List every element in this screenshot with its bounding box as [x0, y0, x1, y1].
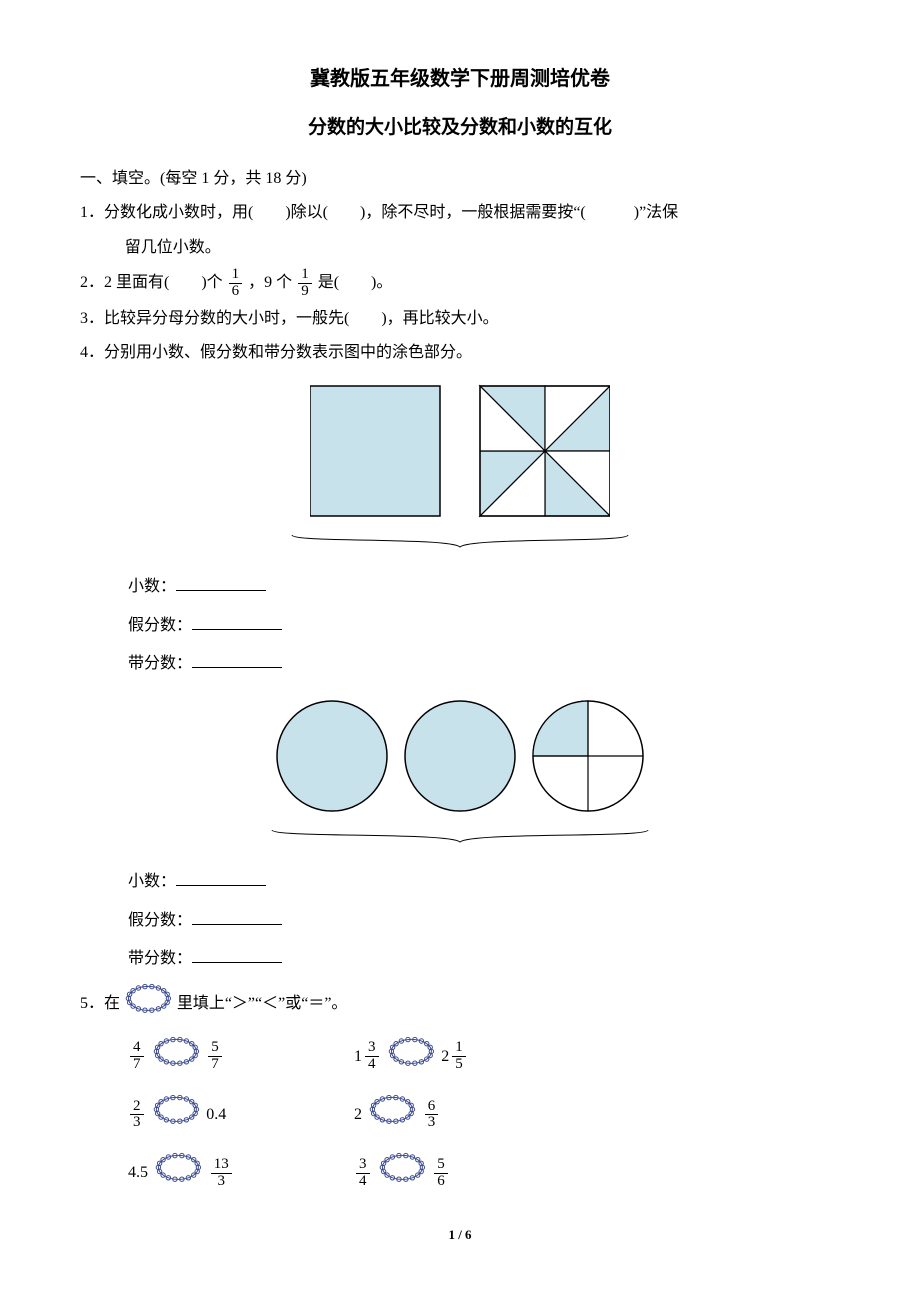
blank-improper-2[interactable]: [192, 908, 282, 925]
q2-pre: 2．2 里面有( )个: [80, 274, 223, 291]
figure-1-svg: [310, 383, 610, 519]
figure-2: [80, 698, 840, 825]
blank-mixed-2[interactable]: [192, 946, 282, 963]
question-2: 2．2 里面有( )个 1 6 ，9 个 1 9 是( )。: [80, 267, 840, 300]
figure-1: [80, 383, 840, 530]
compare-oval[interactable]: [154, 1151, 203, 1195]
figure-2-svg: [274, 698, 646, 814]
blank-decimal-1[interactable]: [176, 574, 266, 591]
q2-mid: ，9 个: [248, 274, 292, 291]
page-title: 冀教版五年级数学下册周测培优卷: [80, 60, 840, 98]
q2-post: 是( )。: [318, 274, 393, 291]
compare-oval[interactable]: [368, 1093, 417, 1137]
q5-oval-inline[interactable]: [124, 982, 173, 1026]
question-1: 1．分数化成小数时，用( )除以( )，除不尽时，一般根据需要按“( )”法保: [80, 198, 840, 228]
compare-oval[interactable]: [387, 1035, 436, 1079]
label-improper-1: 假分数：: [128, 617, 192, 634]
compare-row: 4.5133 3456: [128, 1151, 840, 1195]
label-decimal-1: 小数：: [128, 578, 176, 595]
brace-1-svg: [290, 533, 630, 549]
label-mixed-2: 带分数：: [128, 950, 192, 967]
question-4: 4．分别用小数、假分数和带分数表示图中的涂色部分。: [80, 338, 840, 368]
blank-decimal-2[interactable]: [176, 869, 266, 886]
blank-improper-1[interactable]: [192, 613, 282, 630]
compare-item: 3456: [354, 1151, 524, 1195]
compare-grid: 4757 134215 230.4 263 4.5133 3456: [128, 1035, 840, 1196]
label-improper-2: 假分数：: [128, 912, 192, 929]
figure-2-answers: 小数： 假分数： 带分数：: [128, 863, 840, 978]
q5-post: 里填上“＞”“＜”或“＝”。: [177, 995, 348, 1012]
question-3: 3．比较异分母分数的大小时，一般先( )，再比较大小。: [80, 304, 840, 334]
label-decimal-2: 小数：: [128, 873, 176, 890]
compare-oval[interactable]: [152, 1093, 201, 1137]
section-1-heading: 一、填空。(每空 1 分，共 18 分): [80, 164, 840, 194]
page-subtitle: 分数的大小比较及分数和小数的互化: [80, 110, 840, 146]
compare-item: 263: [354, 1093, 524, 1137]
figure-1-answers: 小数： 假分数： 带分数：: [128, 568, 840, 683]
compare-oval[interactable]: [152, 1035, 201, 1079]
q5-pre: 5．在: [80, 995, 120, 1012]
question-5: 5．在 里填上“＞”“＜”或“＝”。: [80, 982, 840, 1026]
compare-item: 134215: [354, 1035, 524, 1079]
compare-item: 4757: [128, 1035, 298, 1079]
blank-mixed-1[interactable]: [192, 651, 282, 668]
q1-text-line2: 留几位小数。: [80, 233, 840, 263]
q1-text-line1: 1．分数化成小数时，用( )除以( )，除不尽时，一般根据需要按“( )”法保: [80, 204, 678, 221]
label-mixed-1: 带分数：: [128, 655, 192, 672]
brace-2-svg: [270, 828, 650, 844]
page-number: 1 / 6: [80, 1223, 840, 1248]
compare-row: 4757 134215: [128, 1035, 840, 1079]
figure-2-brace: [80, 825, 840, 855]
compare-oval[interactable]: [378, 1151, 427, 1195]
compare-item: 230.4: [128, 1093, 298, 1137]
compare-row: 230.4 263: [128, 1093, 840, 1137]
compare-item: 4.5133: [128, 1151, 298, 1195]
figure-1-brace: [80, 530, 840, 560]
q2-frac-2: 1 9: [298, 267, 312, 300]
q2-frac-1: 1 6: [229, 267, 243, 300]
